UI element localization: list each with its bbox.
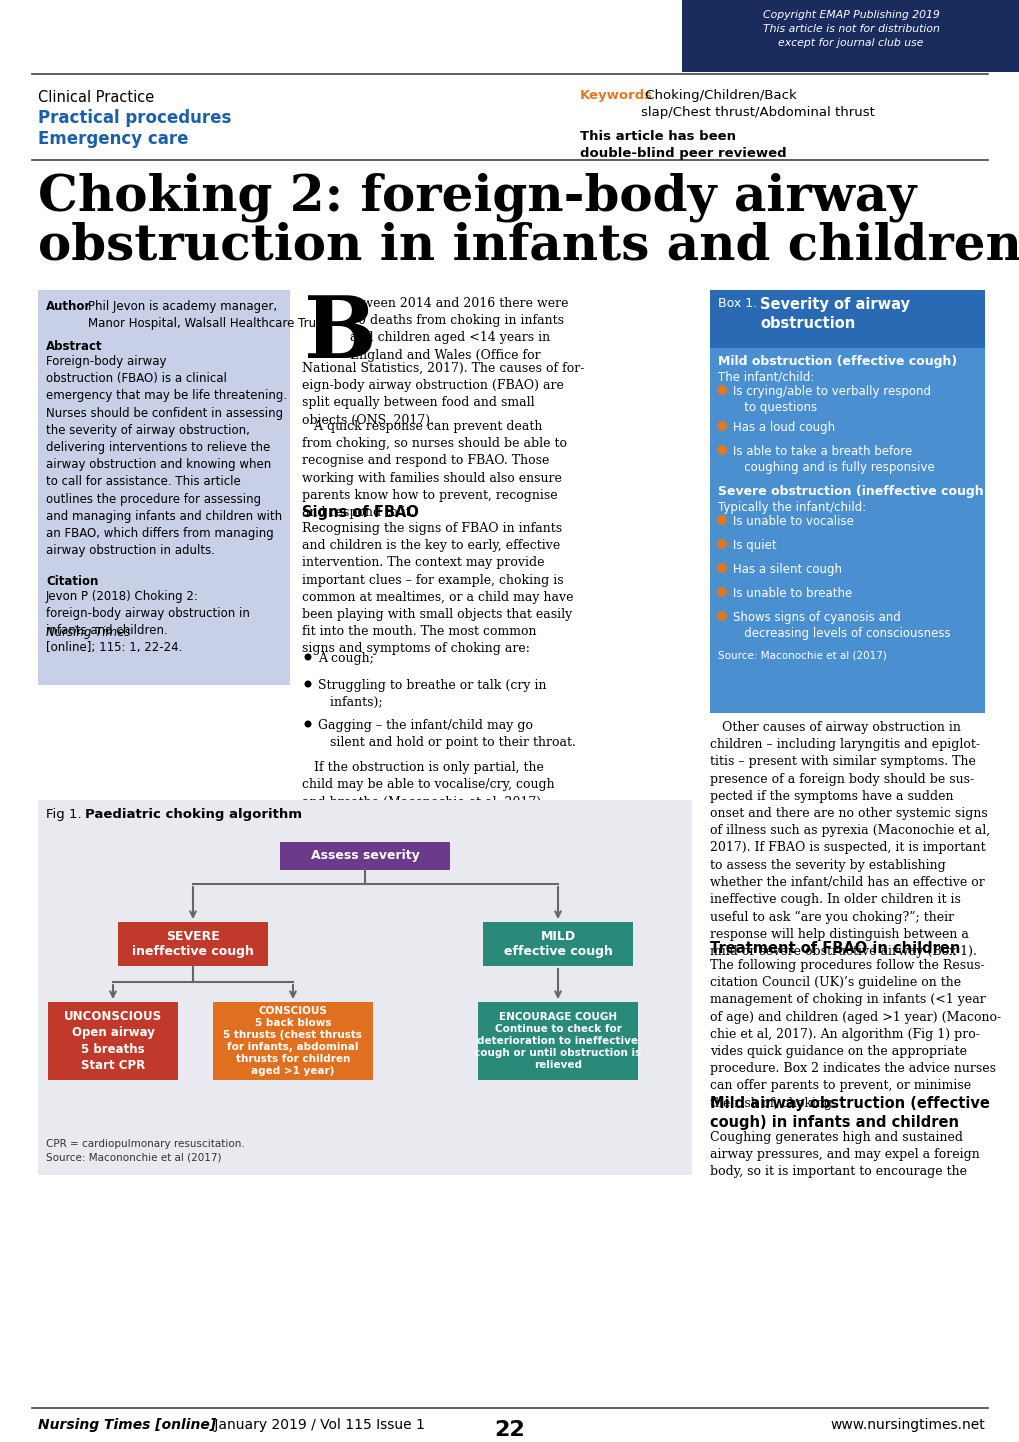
Text: Severity of airway
obstruction: Severity of airway obstruction (759, 297, 909, 332)
Text: Struggling to breathe or talk (cry in
   infants);: Struggling to breathe or talk (cry in in… (318, 679, 546, 709)
Circle shape (716, 587, 727, 597)
Circle shape (716, 385, 727, 395)
Circle shape (716, 611, 727, 622)
Circle shape (716, 446, 727, 456)
Circle shape (305, 681, 311, 688)
Text: Has a loud cough: Has a loud cough (733, 421, 835, 434)
Text: The following procedures follow the Resus-
citation Council (UK)’s guideline on : The following procedures follow the Resu… (709, 959, 1000, 1109)
Text: Nursing Times [online]: Nursing Times [online] (38, 1417, 216, 1432)
Bar (478, 1002, 637, 1080)
Text: etween 2014 and 2016 there were
30 deaths from choking in infants
and children a: etween 2014 and 2016 there were 30 death… (350, 297, 568, 362)
Text: Phil Jevon is academy manager,
Manor Hospital, Walsall Healthcare Trust.: Phil Jevon is academy manager, Manor Hos… (88, 300, 330, 330)
Text: Abstract: Abstract (46, 340, 103, 353)
Text: CPR = cardiopulmonary resuscitation.: CPR = cardiopulmonary resuscitation. (46, 1139, 245, 1149)
Text: Signs of FBAO: Signs of FBAO (302, 505, 419, 521)
Bar (38, 800, 691, 1175)
Text: Treatment of FBAO in children: Treatment of FBAO in children (709, 942, 960, 956)
Text: Choking 2: foreign-body airway: Choking 2: foreign-body airway (38, 172, 915, 222)
Text: National Statistics, 2017). The causes of for-
eign-body airway obstruction (FBA: National Statistics, 2017). The causes o… (302, 362, 584, 427)
Text: The infant/child:: The infant/child: (717, 371, 813, 384)
Bar (213, 1002, 373, 1080)
Circle shape (716, 539, 727, 549)
Bar (483, 921, 633, 966)
Text: Practical procedures: Practical procedures (38, 110, 231, 127)
Text: Has a silent cough: Has a silent cough (733, 562, 841, 575)
Text: Is quiet: Is quiet (733, 539, 775, 552)
Text: Box 1.: Box 1. (717, 297, 760, 310)
Text: If the obstruction is only partial, the
child may be able to vocalise/cry, cough: If the obstruction is only partial, the … (302, 761, 554, 809)
Text: Choking/Children/Back
slap/Chest thrust/Abdominal thrust: Choking/Children/Back slap/Chest thrust/… (640, 89, 874, 120)
Text: Source: Macononchie et al (2017): Source: Macononchie et al (2017) (46, 1154, 221, 1164)
Bar (38, 290, 289, 685)
Text: Clinical Practice: Clinical Practice (38, 89, 154, 105)
Text: Is able to take a breath before
   coughing and is fully responsive: Is able to take a breath before coughing… (733, 446, 933, 474)
Text: Keywords: Keywords (580, 89, 652, 102)
Bar (118, 921, 268, 966)
Text: ENCOURAGE COUGH
Continue to check for
deterioration to ineffective
cough or unti: ENCOURAGE COUGH Continue to check for de… (474, 1012, 641, 1070)
Text: Gagging – the infant/child may go
   silent and hold or point to their throat.: Gagging – the infant/child may go silent… (318, 720, 576, 750)
Text: Nursing Times: Nursing Times (46, 626, 130, 639)
Text: SEVERE
ineffective cough: SEVERE ineffective cough (131, 930, 254, 959)
Text: Is unable to vocalise: Is unable to vocalise (733, 515, 853, 528)
Text: Copyright EMAP Publishing 2019
This article is not for distribution
except for j: Copyright EMAP Publishing 2019 This arti… (762, 10, 938, 48)
Text: UNCONSCIOUS
Open airway
5 breaths
Start CPR: UNCONSCIOUS Open airway 5 breaths Start … (64, 1009, 162, 1073)
Text: Fig 1.: Fig 1. (46, 808, 86, 820)
Circle shape (716, 562, 727, 572)
Text: www.nursingtimes.net: www.nursingtimes.net (829, 1417, 984, 1432)
Text: Is unable to breathe: Is unable to breathe (733, 587, 852, 600)
Text: This article has been
double-blind peer reviewed: This article has been double-blind peer … (580, 130, 786, 160)
Bar (48, 1002, 178, 1080)
Text: Mild airway obstruction (effective
cough) in infants and children: Mild airway obstruction (effective cough… (709, 1096, 988, 1129)
Text: MILD
effective cough: MILD effective cough (503, 930, 611, 959)
Bar (682, 0, 1019, 72)
Text: Recognising the signs of FBAO in infants
and children is the key to early, effec: Recognising the signs of FBAO in infants… (302, 522, 573, 656)
Text: Coughing generates high and sustained
airway pressures, and may expel a foreign
: Coughing generates high and sustained ai… (709, 1131, 979, 1178)
Text: Other causes of airway obstruction in
children – including laryngitis and epiglo: Other causes of airway obstruction in ch… (709, 721, 989, 957)
Text: Citation: Citation (46, 575, 98, 588)
Circle shape (716, 421, 727, 431)
Text: Shows signs of cyanosis and
   decreasing levels of consciousness: Shows signs of cyanosis and decreasing l… (733, 611, 950, 640)
Text: Assess severity: Assess severity (311, 849, 419, 862)
Text: A cough;: A cough; (318, 652, 374, 665)
Text: obstruction in infants and children: obstruction in infants and children (38, 222, 1019, 271)
Text: Mild obstruction (effective cough): Mild obstruction (effective cough) (717, 355, 956, 368)
Text: Jevon P (2018) Choking 2:
foreign-body airway obstruction in
infants and childre: Jevon P (2018) Choking 2: foreign-body a… (46, 590, 250, 637)
Text: A quick response can prevent death
from choking, so nurses should be able to
rec: A quick response can prevent death from … (302, 420, 567, 519)
Text: [online]; 115: 1, 22-24.: [online]; 115: 1, 22-24. (46, 642, 182, 655)
Text: CONSCIOUS
5 back blows
5 thrusts (chest thrusts
for infants, abdominal
thrusts f: CONSCIOUS 5 back blows 5 thrusts (chest … (223, 1007, 362, 1076)
Text: January 2019 / Vol 115 Issue 1: January 2019 / Vol 115 Issue 1 (210, 1417, 425, 1432)
Text: B: B (304, 291, 376, 376)
Circle shape (305, 653, 311, 660)
Bar (709, 348, 984, 712)
Circle shape (716, 515, 727, 525)
Text: Paediatric choking algorithm: Paediatric choking algorithm (85, 808, 302, 820)
Text: Typically the infant/child:: Typically the infant/child: (717, 500, 865, 513)
Bar (709, 290, 984, 348)
Text: Emergency care: Emergency care (38, 130, 189, 149)
Text: 22: 22 (494, 1420, 525, 1441)
Circle shape (305, 721, 311, 728)
Text: Author: Author (46, 300, 91, 313)
Bar (280, 842, 449, 870)
Text: Foreign-body airway
obstruction (FBAO) is a clinical
emergency that may be life : Foreign-body airway obstruction (FBAO) i… (46, 355, 286, 557)
Text: Severe obstruction (ineffective cough): Severe obstruction (ineffective cough) (717, 485, 988, 497)
Text: Is crying/able to verbally respond
   to questions: Is crying/able to verbally respond to qu… (733, 385, 930, 414)
Text: Source: Maconochie et al (2017): Source: Maconochie et al (2017) (717, 650, 886, 660)
